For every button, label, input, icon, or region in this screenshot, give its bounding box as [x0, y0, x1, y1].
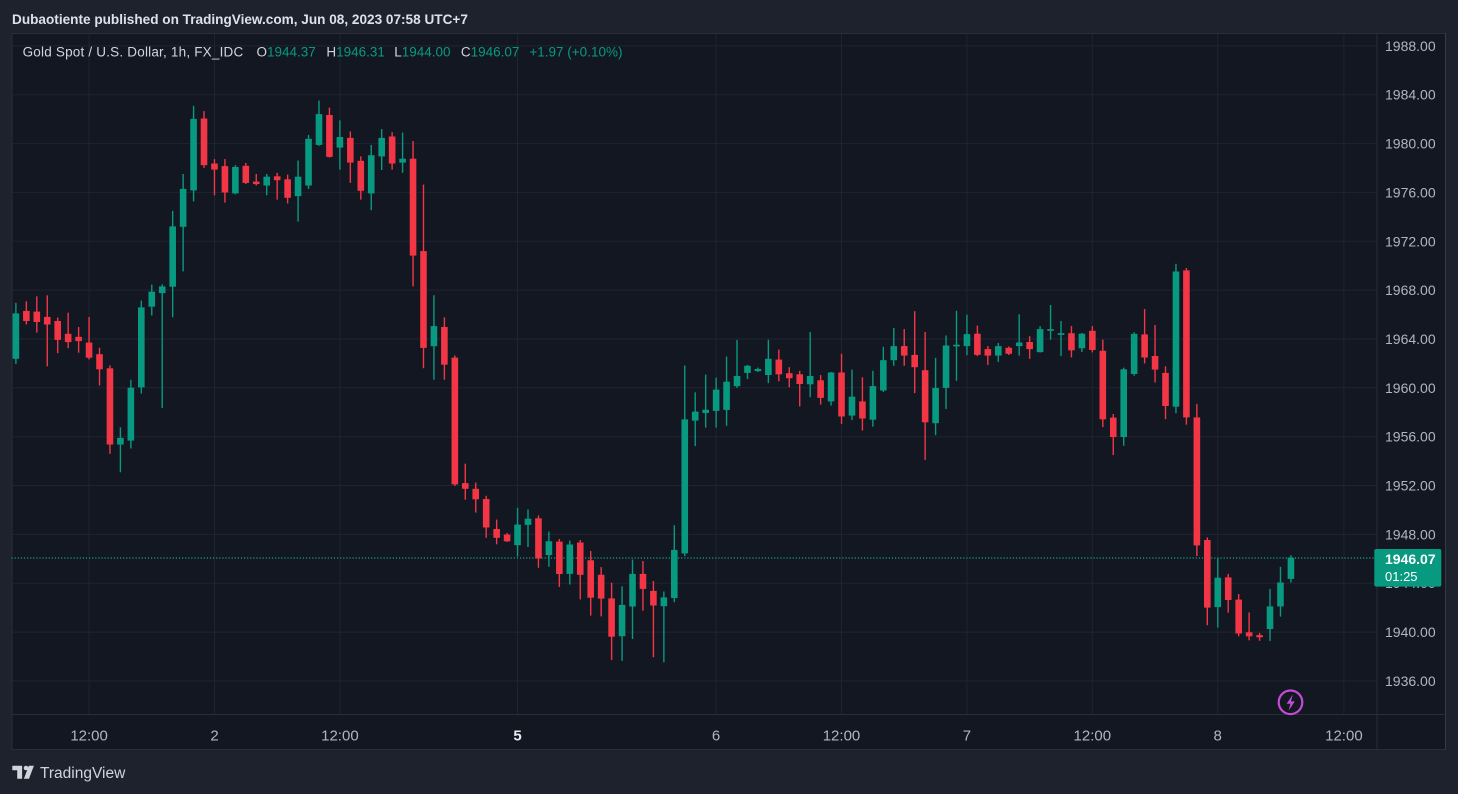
svg-text:5: 5 [513, 728, 521, 745]
svg-text:1972.00: 1972.00 [1385, 233, 1436, 249]
svg-text:1976.00: 1976.00 [1385, 184, 1436, 200]
svg-text:1960.00: 1960.00 [1385, 380, 1436, 396]
svg-text:1988.00: 1988.00 [1385, 38, 1436, 54]
svg-text:O1944.37: O1944.37 [257, 45, 316, 60]
svg-text:1956.00: 1956.00 [1385, 429, 1436, 445]
svg-text:1980.00: 1980.00 [1385, 136, 1436, 152]
svg-text:1964.00: 1964.00 [1385, 331, 1436, 347]
svg-text:1952.00: 1952.00 [1385, 478, 1436, 494]
svg-text:12:00: 12:00 [1074, 728, 1112, 745]
svg-text:1940.00: 1940.00 [1385, 624, 1436, 640]
svg-text:01:25: 01:25 [1385, 569, 1418, 584]
svg-text:1968.00: 1968.00 [1385, 282, 1436, 298]
svg-text:H1946.31: H1946.31 [326, 45, 385, 60]
svg-text:12:00: 12:00 [70, 728, 108, 745]
svg-text:1946.07: 1946.07 [1385, 551, 1436, 567]
svg-text:12:00: 12:00 [823, 728, 861, 745]
svg-text:12:00: 12:00 [1325, 728, 1363, 745]
svg-text:1948.00: 1948.00 [1385, 526, 1436, 542]
svg-text:12:00: 12:00 [321, 728, 359, 745]
svg-text:C1946.07: C1946.07 [461, 45, 520, 60]
svg-text:2: 2 [210, 728, 218, 745]
svg-text:1936.00: 1936.00 [1385, 673, 1436, 689]
svg-text:+1.97 (+0.10%): +1.97 (+0.10%) [529, 45, 622, 60]
svg-text:Gold Spot / U.S. Dollar, 1h, F: Gold Spot / U.S. Dollar, 1h, FX_IDC [23, 45, 244, 60]
svg-text:L1944.00: L1944.00 [394, 45, 450, 60]
svg-text:8: 8 [1214, 728, 1222, 745]
svg-text:7: 7 [963, 728, 971, 745]
svg-text:TradingView: TradingView [40, 765, 126, 782]
svg-text:6: 6 [712, 728, 720, 745]
svg-text:Dubaotiente published on Tradi: Dubaotiente published on TradingView.com… [12, 12, 468, 27]
svg-text:1984.00: 1984.00 [1385, 87, 1436, 103]
